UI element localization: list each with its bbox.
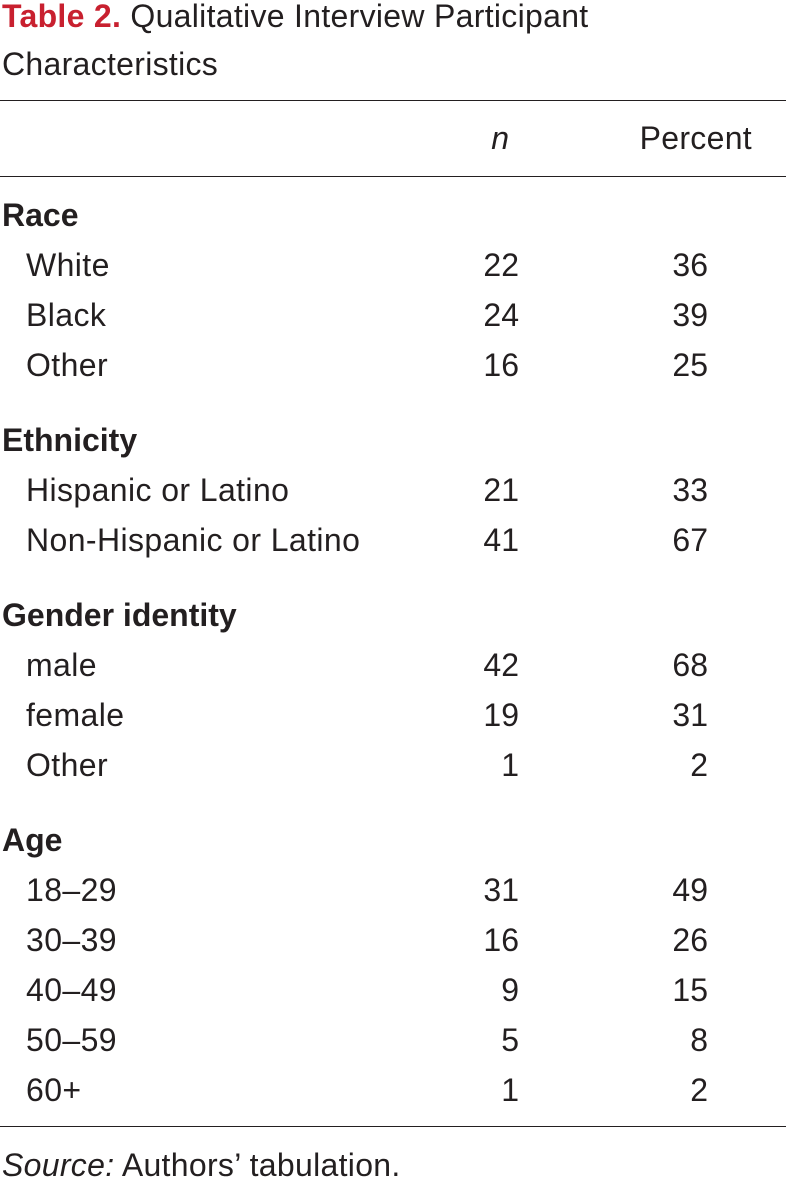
table-row: 60+ 1 2 [0,1065,786,1115]
row-percent: 26 [672,922,708,958]
row-label: Hispanic or Latino [26,472,290,508]
row-percent: 39 [672,297,708,333]
row-percent: 31 [672,697,708,733]
group-heading-gender-identity: Gender identity [0,590,786,640]
top-rule [0,100,786,101]
table-row: 40–49 9 15 [0,965,786,1015]
group-heading-race: Race [0,190,786,240]
column-header-percent: Percent [639,120,752,156]
row-label: Other [26,747,109,783]
row-label: 50–59 [26,1022,117,1058]
group-heading-age: Age [0,815,786,865]
row-n: 41 [483,522,519,558]
group-label: Gender identity [2,597,237,633]
row-n: 24 [483,297,519,333]
table-title: Qualitative Interview Participant Charac… [2,0,589,82]
table-number: Table 2. [2,0,122,34]
row-n: 31 [483,872,519,908]
group-label: Age [2,822,63,858]
row-percent: 36 [672,247,708,283]
row-percent: 8 [690,1022,708,1058]
row-label: 40–49 [26,972,117,1008]
table-row: Other 1 2 [0,740,786,790]
row-n: 1 [501,747,519,783]
header-rule [0,176,786,177]
row-label: Non-Hispanic or Latino [26,522,361,558]
row-label: female [26,697,125,733]
row-percent: 67 [672,522,708,558]
group-heading-ethnicity: Ethnicity [0,415,786,465]
row-percent: 25 [672,347,708,383]
row-n: 21 [483,472,519,508]
row-label: 60+ [26,1072,82,1108]
table-row: male 42 68 [0,640,786,690]
row-n: 16 [483,347,519,383]
table-caption: Table 2. Qualitative Interview Participa… [2,0,772,88]
row-n: 19 [483,697,519,733]
row-percent: 68 [672,647,708,683]
row-n: 9 [501,972,519,1008]
row-n: 42 [483,647,519,683]
table-row: female 19 31 [0,690,786,740]
table-row: 30–39 16 26 [0,915,786,965]
row-percent: 2 [690,1072,708,1108]
row-n: 5 [501,1022,519,1058]
table-row: Non-Hispanic or Latino 41 67 [0,515,786,565]
table-row: Black 24 39 [0,290,786,340]
source-label: Source: [2,1147,115,1183]
table-header: n Percent [0,113,786,163]
group-label: Race [2,197,79,233]
row-n: 1 [501,1072,519,1108]
row-label: male [26,647,97,683]
table-row: Other 16 25 [0,340,786,390]
row-percent: 15 [672,972,708,1008]
group-label: Ethnicity [2,422,138,458]
row-label: 18–29 [26,872,117,908]
row-label: Black [26,297,107,333]
table-row: Hispanic or Latino 21 33 [0,465,786,515]
table-row: 18–29 31 49 [0,865,786,915]
row-percent: 2 [690,747,708,783]
row-label: White [26,247,110,283]
source-text: Authors’ tabulation. [114,1147,401,1183]
table-row: White 22 36 [0,240,786,290]
row-n: 16 [483,922,519,958]
column-header-n: n [491,120,509,156]
bottom-rule [0,1126,786,1127]
row-label: 30–39 [26,922,117,958]
row-n: 22 [483,247,519,283]
row-percent: 49 [672,872,708,908]
source-note: Source: Authors’ tabulation. [2,1140,401,1190]
row-percent: 33 [672,472,708,508]
row-label: Other [26,347,109,383]
table-row: 50–59 5 8 [0,1015,786,1065]
